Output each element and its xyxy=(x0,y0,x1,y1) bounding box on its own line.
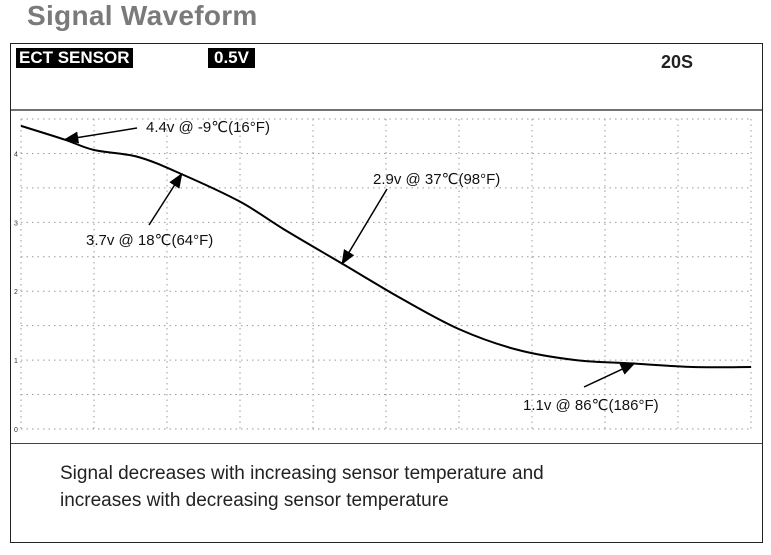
waveform-chart: 4 3 2 1 0 4.4v @ -9℃(16°F) 3.7v @ 18℃(64°F) 2.… xyxy=(11,109,762,434)
annotation-label: 4.4v @ -9℃(16°F) xyxy=(146,119,270,136)
y-tick-label: 3 xyxy=(14,220,18,227)
scope-display: ECT SENSOR 0.5V 20S 4 3 2 1 0 4.4v @ -9℃(16°… xyxy=(11,44,762,444)
y-tick-label: 1 xyxy=(14,358,18,365)
y-tick-label: 0 xyxy=(14,427,18,434)
annotation-arrow xyxy=(148,172,183,226)
y-ticks: 4 3 2 1 0 xyxy=(14,151,18,434)
scope-frame: ECT SENSOR 0.5V 20S 4 3 2 1 0 4.4v @ -9℃(16°… xyxy=(10,43,763,543)
annotation-arrow xyxy=(63,127,138,144)
annotation-label: 2.9v @ 37℃(98°F) xyxy=(373,171,500,188)
caption: Signal decreases with increasing sensor … xyxy=(60,460,750,514)
channel-label: ECT SENSOR xyxy=(16,48,133,68)
page-title: Signal Waveform xyxy=(27,0,258,31)
annotations: 4.4v @ -9℃(16°F) 3.7v @ 18℃(64°F) 2.9v @ 3… xyxy=(63,119,659,414)
y-tick-label: 2 xyxy=(14,289,18,296)
annotation-label: 1.1v @ 86℃(186°F) xyxy=(523,397,659,414)
annotation-label: 3.7v @ 18℃(64°F) xyxy=(86,232,213,249)
grid xyxy=(20,118,752,430)
annotation-arrow xyxy=(583,362,636,388)
annotation-arrow xyxy=(341,188,388,265)
y-tick-label: 4 xyxy=(14,151,18,158)
caption-line-1: Signal decreases with increasing sensor … xyxy=(60,463,544,484)
channel-scale: 0.5V xyxy=(208,48,255,68)
caption-line-2: increases with decreasing sensor tempera… xyxy=(60,490,449,511)
timebase-label: 20S xyxy=(661,52,694,72)
